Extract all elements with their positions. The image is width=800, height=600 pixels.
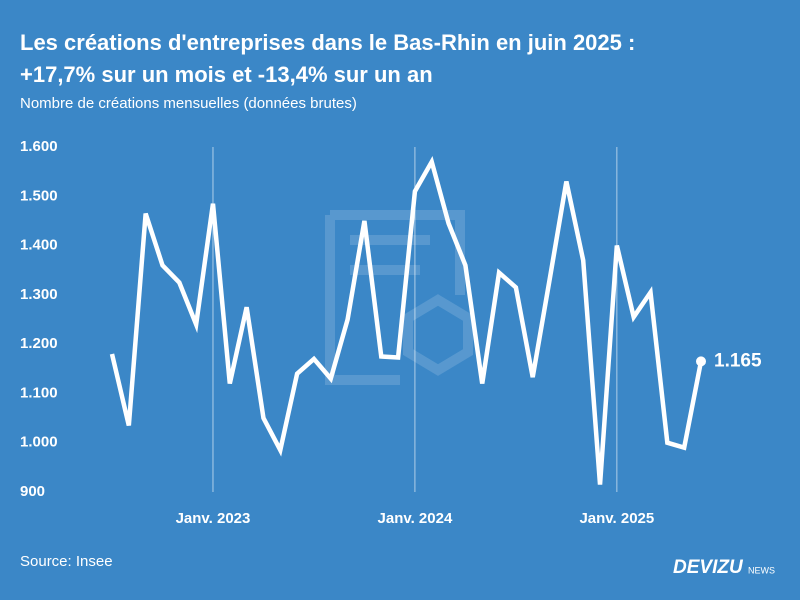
chart-subtitle: Nombre de créations mensuelles (données … [20, 95, 357, 112]
y-tick-label: 900 [20, 483, 45, 500]
chart-title: +17,7% sur un mois et -13,4% sur un an [20, 62, 433, 87]
line [109, 155, 704, 485]
y-tick-label: 1.000 [20, 434, 58, 451]
y-tick-label: 1.400 [20, 237, 58, 254]
x-tick-label: Janv. 2025 [579, 510, 654, 527]
y-tick-label: 1.200 [20, 335, 58, 352]
y-tick-label: 1.100 [20, 384, 58, 401]
y-tick-label: 1.500 [20, 187, 58, 204]
end-point [696, 356, 706, 367]
x-tick-label: Janv. 2023 [176, 510, 251, 527]
y-tick-label: 1.600 [20, 138, 58, 155]
x-tick-label: Janv. 2024 [378, 510, 453, 527]
brand-suffix: NEWS [748, 565, 775, 575]
y-tick-label: 1.300 [20, 286, 58, 303]
source: Source: Insee [20, 553, 113, 570]
brand: DEVIZU [673, 557, 744, 578]
chart-title: Les créations d'entreprises dans le Bas-… [20, 30, 635, 55]
value-label: 1.165 [714, 350, 762, 371]
